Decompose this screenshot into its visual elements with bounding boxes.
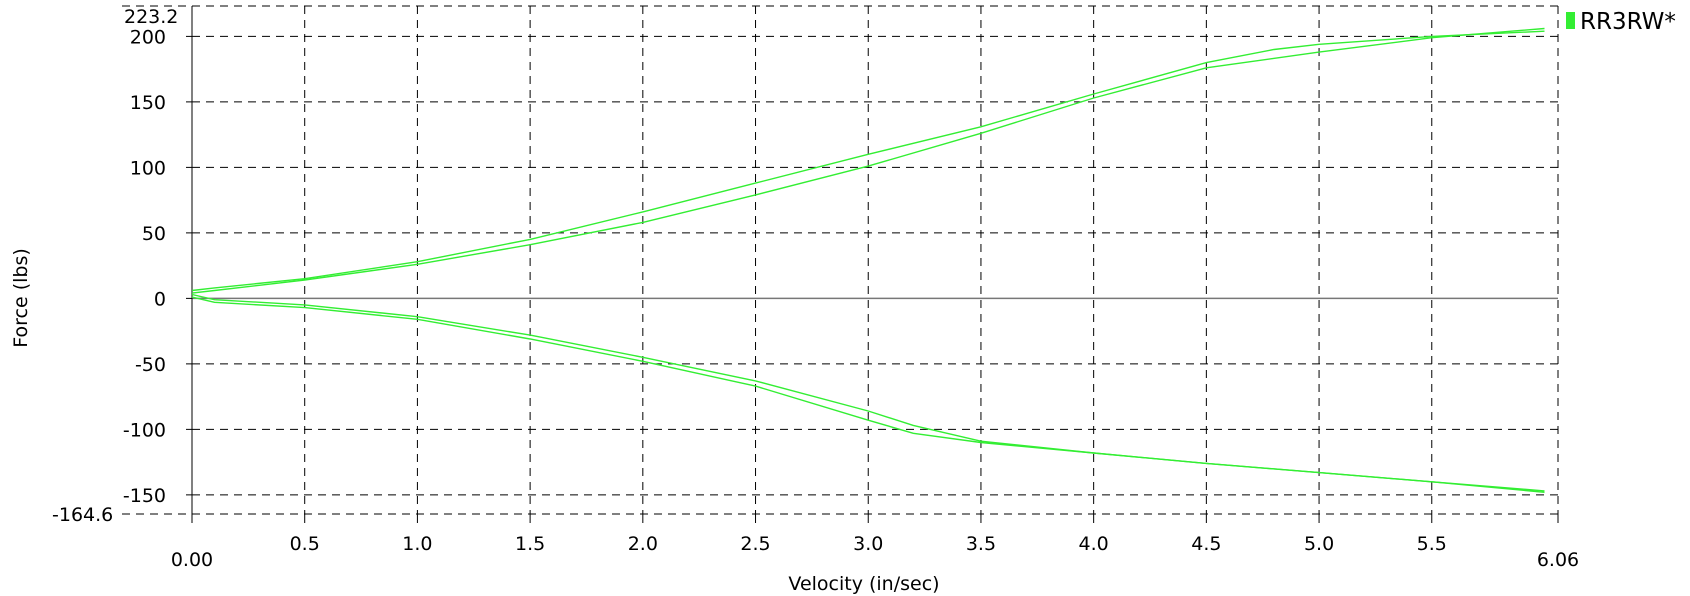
x-tick-label: 5.0: [1304, 533, 1334, 555]
x-tick-label: 4.0: [1079, 533, 1109, 555]
x-tick-label: 2.0: [628, 533, 658, 555]
y-tick-label: -50: [135, 354, 166, 376]
x-tick-label: 0.5: [290, 533, 320, 555]
x-min-label: 0.00: [171, 549, 213, 571]
x-tick-label: 4.5: [1191, 533, 1221, 555]
y-tick-label: 0: [154, 288, 166, 310]
y-tick-label: 150: [130, 92, 166, 114]
y-tick-label: 50: [142, 223, 166, 245]
x-tick-label: 1.5: [515, 533, 545, 555]
x-axis-title: Velocity (in/sec): [788, 573, 939, 595]
grid: [122, 5, 1559, 515]
y-axis-title: Force (lbs): [10, 248, 32, 348]
y-tick-label: -150: [123, 485, 166, 507]
x-tick-label: 2.5: [740, 533, 770, 555]
x-tick-label: 3.5: [966, 533, 996, 555]
series-line: [191, 296, 1545, 493]
legend: RR3RW*: [1566, 9, 1676, 35]
y-tick-label: 200: [130, 26, 166, 48]
legend-label: RR3RW*: [1580, 9, 1676, 35]
series-line: [191, 30, 1545, 292]
series-group: [191, 27, 1545, 493]
y-tick-label: -100: [123, 419, 166, 441]
y-max-label: 223.2: [124, 6, 178, 28]
y-tick-label: 100: [130, 157, 166, 179]
tick-labels: 200 150 100 50 0 -50 -100 -150 0.5 1.0 1.5 2.0 2.5 3.…: [52, 6, 1579, 571]
y-min-label: -164.6: [52, 504, 113, 526]
x-tick-label: 1.0: [402, 533, 432, 555]
x-tick-label: 5.5: [1417, 533, 1447, 555]
legend-swatch: [1566, 12, 1575, 29]
series-line: [191, 27, 1545, 294]
x-max-label: 6.06: [1537, 549, 1579, 571]
x-tick-label: 3.0: [853, 533, 883, 555]
axes: [186, 6, 1559, 523]
